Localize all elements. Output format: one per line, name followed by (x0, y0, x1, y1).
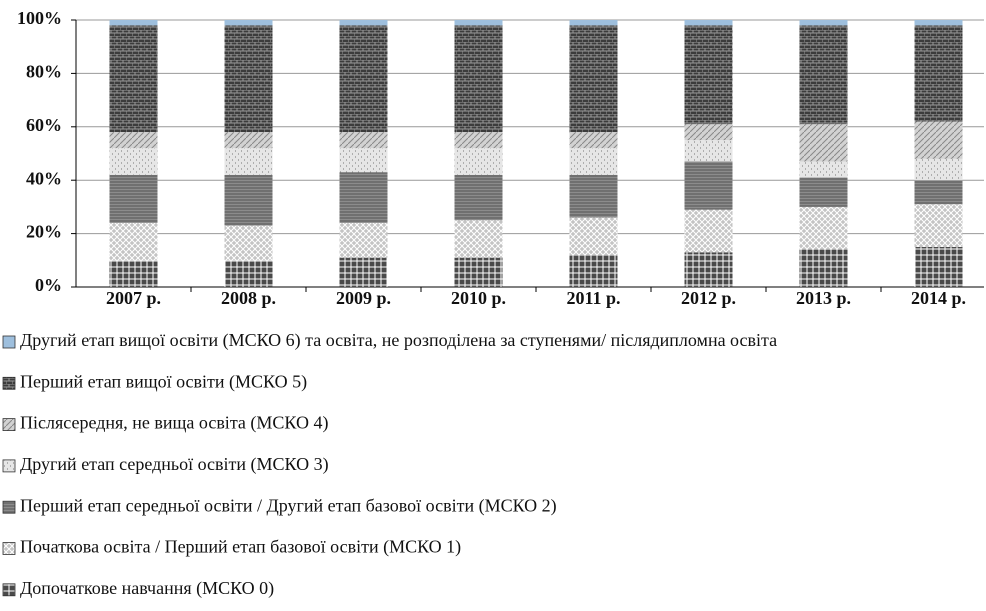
bar-segment (339, 25, 388, 133)
bar-segment (224, 260, 273, 287)
legend-swatch (2, 418, 16, 432)
bar-segment (109, 222, 158, 261)
bar-segment (454, 148, 503, 175)
bar-segment (799, 124, 848, 162)
bar-segment (339, 172, 388, 223)
x-tick-label: 2009 р. (336, 288, 391, 308)
y-tick-label: 20% (26, 222, 62, 242)
bar-segment (684, 209, 733, 253)
bar-segment (914, 121, 963, 159)
y-tick-label: 100% (17, 8, 62, 28)
bar-segment (569, 20, 618, 26)
legend-swatch (2, 583, 16, 597)
bar-segment (339, 20, 388, 26)
bar-segment (914, 20, 963, 26)
legend-swatch (2, 542, 16, 555)
bar-segment (339, 132, 388, 149)
y-tick-label: 60% (26, 115, 62, 135)
x-tick-label: 2008 р. (221, 288, 276, 308)
bar-segment (339, 257, 388, 287)
bar-segment (684, 25, 733, 125)
x-tick-label: 2007 р. (106, 288, 161, 308)
bar-segment (914, 246, 963, 287)
bar-segment (799, 25, 848, 125)
legend-swatch (2, 500, 16, 514)
legend-label: Допочаткове навчання (МСКО 0) (20, 578, 274, 599)
legend-swatch (2, 459, 16, 473)
legend-swatch (2, 335, 16, 349)
bar-segment (799, 206, 848, 250)
bar-segment (684, 20, 733, 26)
bar-segment (569, 254, 618, 287)
bar-segment (339, 222, 388, 258)
legend-label: Перший етап вищої освіти (МСКО 5) (20, 371, 307, 392)
bar-segment (224, 132, 273, 149)
bar-segment (109, 132, 158, 149)
bar-segment (224, 225, 273, 261)
legend-swatch (2, 376, 16, 390)
bar-segment (569, 25, 618, 133)
legend-label: Перший етап середньої освіти / Другий ет… (20, 495, 557, 516)
bar-segment (914, 204, 963, 247)
bar-segment (914, 25, 963, 122)
bar-segment (454, 174, 503, 221)
x-tick-label: 2012 р. (681, 288, 736, 308)
x-tick-label: 2011 р. (566, 288, 620, 308)
x-tick-label: 2010 р. (451, 288, 506, 308)
bar-segment (224, 174, 273, 226)
bar-segment (799, 249, 848, 287)
bar-segment (684, 252, 733, 287)
bar-segment (799, 177, 848, 207)
legend-label: Другий етап середньої освіти (МСКО 3) (20, 454, 329, 475)
legend-label: Початкова освіта / Перший етап базової о… (20, 537, 461, 558)
bar-segment (569, 217, 618, 255)
bar-segment (684, 124, 733, 141)
y-tick-label: 0% (35, 275, 62, 295)
bar-segment (109, 260, 158, 287)
bar-segment (569, 132, 618, 149)
bar-segment (799, 161, 848, 178)
bar-segment (454, 257, 503, 287)
x-tick-label: 2013 р. (796, 288, 851, 308)
bar-segment (109, 148, 158, 175)
bar-segment (914, 158, 963, 181)
bar-segment (109, 25, 158, 133)
bar-segment (454, 25, 503, 133)
bar-segment (914, 180, 963, 205)
bar-segment (454, 132, 503, 149)
bar-segment (799, 20, 848, 26)
y-tick-label: 40% (26, 168, 62, 188)
bar-segment (224, 25, 273, 133)
bar-segment (339, 148, 388, 173)
legend-label: Другий етап вищої освіти (МСКО 6) та осв… (20, 330, 777, 351)
y-tick-label: 80% (26, 62, 62, 82)
bar-segment (109, 174, 158, 223)
x-tick-label: 2014 р. (911, 288, 966, 308)
legend-label: Післясередня, не вища освіта (МСКО 4) (20, 413, 328, 434)
bar-segment (684, 140, 733, 162)
bar-segment (454, 220, 503, 258)
bar-segment (569, 174, 618, 218)
bar-segment (109, 20, 158, 26)
bar-segment (224, 20, 273, 26)
bar-segment (224, 148, 273, 175)
bar-segment (569, 148, 618, 175)
bar-segment (684, 161, 733, 210)
bar-segment (454, 20, 503, 26)
